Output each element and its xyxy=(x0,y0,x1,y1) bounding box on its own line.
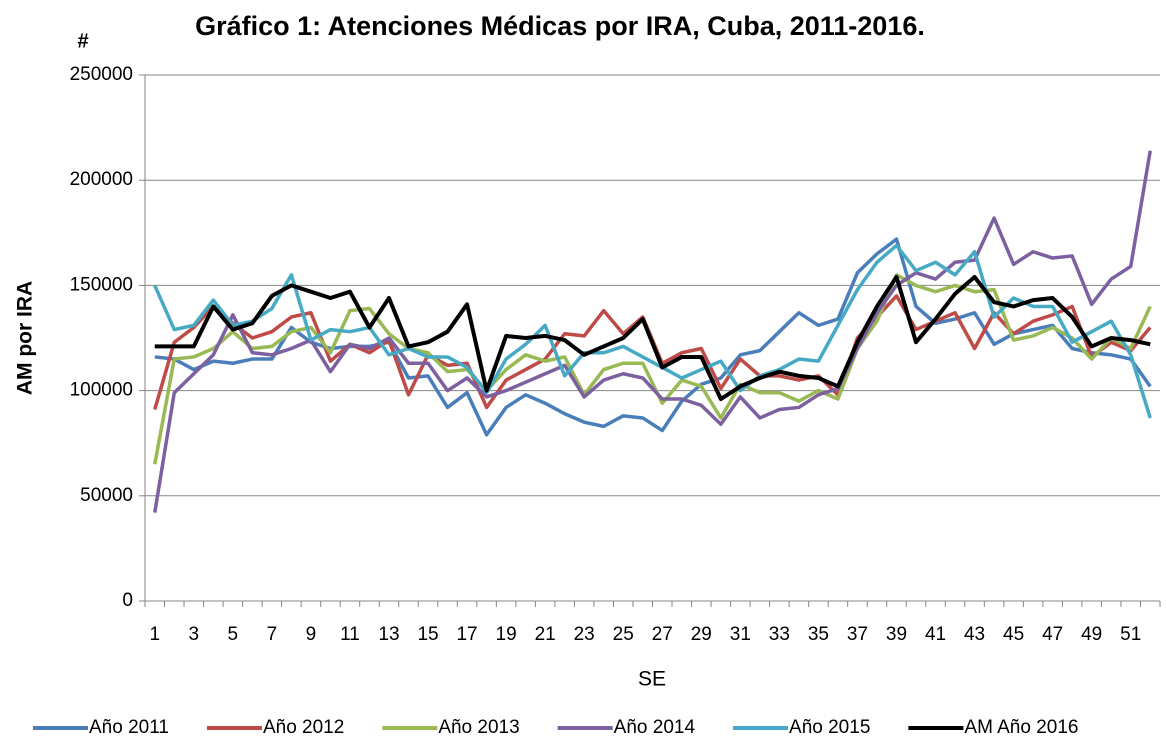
unit-annotation: # xyxy=(77,30,88,52)
series-line xyxy=(154,274,1151,402)
x-axis-title: SE xyxy=(638,668,666,691)
x-tick-label: 23 xyxy=(574,624,595,645)
legend-label: AM Año 2016 xyxy=(964,717,1078,738)
x-tick-label: 35 xyxy=(808,624,829,645)
legend-label: Año 2014 xyxy=(614,717,696,738)
x-tick-label: 37 xyxy=(847,624,868,645)
x-tick-label: 39 xyxy=(886,624,907,645)
x-tick-label: 45 xyxy=(1003,624,1024,645)
x-tick-label: 41 xyxy=(925,624,946,645)
x-tick-label: 9 xyxy=(306,624,317,645)
y-tick-label: 250000 xyxy=(70,64,133,85)
x-tick-label: 7 xyxy=(267,624,278,645)
y-axis-title: AM por IRA xyxy=(14,281,37,395)
legend-label: Año 2015 xyxy=(789,717,870,738)
x-tick-label: 27 xyxy=(652,624,673,645)
series-line xyxy=(153,243,1152,419)
legend-label: Año 2013 xyxy=(438,717,519,738)
x-tick-label: 3 xyxy=(189,624,200,645)
x-tick-label: 5 xyxy=(228,624,239,645)
x-tick-label: 33 xyxy=(769,624,790,645)
y-tick-label: 200000 xyxy=(70,169,133,190)
x-tick-label: 21 xyxy=(535,624,556,645)
legend-label: Año 2011 xyxy=(89,717,169,738)
y-tick-label: 150000 xyxy=(70,274,133,295)
x-tick-label: 13 xyxy=(378,624,399,645)
y-tick-label: 100000 xyxy=(70,380,133,401)
x-tick-label: 15 xyxy=(417,624,438,645)
x-tick-label: 51 xyxy=(1120,624,1141,645)
y-tick-label: 50000 xyxy=(80,485,133,506)
x-tick-label: 29 xyxy=(691,624,712,645)
x-tick-label: 11 xyxy=(340,624,360,645)
y-tick-label: 0 xyxy=(122,590,133,611)
x-tick-label: 17 xyxy=(456,624,477,645)
series-line xyxy=(153,150,1152,513)
x-tick-label: 1 xyxy=(149,624,160,645)
legend-label: Año 2012 xyxy=(263,717,344,738)
x-tick-label: 25 xyxy=(613,624,634,645)
x-tick-label: 49 xyxy=(1081,624,1102,645)
x-tick-label: 43 xyxy=(964,624,985,645)
x-tick-label: 19 xyxy=(496,624,517,645)
x-tick-label: 47 xyxy=(1042,624,1063,645)
x-tick-label: 31 xyxy=(730,624,751,645)
chart-title: Gráfico 1: Atenciones Médicas por IRA, C… xyxy=(195,11,925,41)
